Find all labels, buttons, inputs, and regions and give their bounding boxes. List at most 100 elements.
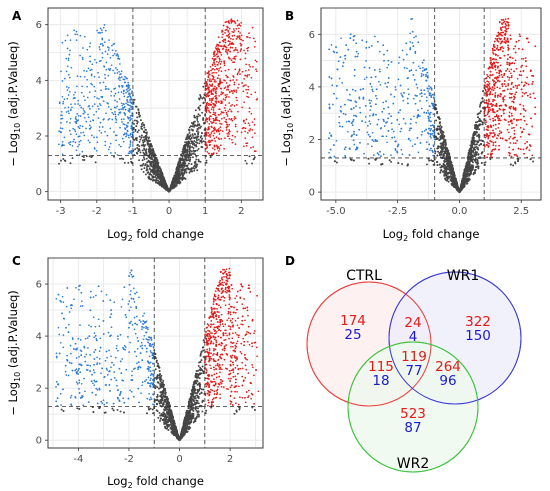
- data-point: [66, 34, 69, 37]
- data-point: [508, 137, 511, 140]
- data-point: [200, 141, 203, 144]
- data-point: [113, 131, 115, 133]
- data-point: [224, 41, 227, 44]
- data-point: [231, 30, 234, 33]
- data-point: [122, 140, 125, 143]
- data-point: [225, 129, 228, 131]
- data-point: [125, 88, 128, 91]
- data-point: [66, 89, 69, 91]
- data-point: [185, 151, 188, 154]
- data-point: [108, 47, 110, 49]
- data-point: [215, 45, 218, 47]
- data-point: [91, 134, 93, 137]
- data-point: [382, 153, 385, 156]
- data-point: [215, 122, 217, 125]
- data-point: [109, 152, 112, 154]
- data-point: [206, 72, 209, 74]
- data-point: [508, 146, 511, 149]
- data-point: [185, 144, 187, 147]
- data-point: [233, 116, 236, 118]
- data-point: [139, 138, 142, 141]
- data-point: [254, 59, 257, 62]
- data-point: [143, 167, 146, 170]
- data-point: [370, 145, 373, 148]
- data-point: [139, 119, 142, 122]
- data-point: [60, 159, 62, 162]
- data-point: [207, 107, 209, 109]
- data-point: [195, 130, 198, 133]
- data-point: [86, 78, 89, 81]
- data-point: [500, 70, 502, 73]
- data-point: [142, 170, 145, 173]
- data-point: [83, 69, 85, 72]
- data-point: [99, 121, 102, 124]
- data-point: [227, 89, 230, 91]
- data-point: [121, 104, 124, 107]
- data-point: [213, 128, 216, 131]
- data-point: [183, 169, 186, 172]
- data-point: [188, 126, 191, 129]
- data-point: [525, 82, 528, 85]
- data-point: [409, 127, 411, 130]
- data-point: [225, 74, 227, 77]
- data-point: [434, 103, 437, 106]
- data-point: [212, 53, 215, 55]
- data-point: [221, 39, 224, 42]
- x-tick-label: 2: [238, 206, 244, 217]
- data-point: [69, 109, 72, 111]
- data-point: [128, 146, 131, 149]
- data-point: [95, 149, 98, 152]
- data-point: [207, 75, 210, 77]
- data-point: [363, 152, 365, 155]
- data-point: [492, 89, 495, 92]
- data-point: [330, 44, 333, 46]
- data-point: [191, 133, 194, 136]
- data-point: [229, 57, 231, 60]
- data-point: [115, 121, 117, 124]
- data-point: [197, 147, 200, 150]
- data-point: [251, 129, 254, 131]
- data-point: [220, 87, 223, 90]
- data-point: [114, 113, 117, 116]
- data-point: [368, 162, 371, 165]
- data-point: [531, 74, 533, 77]
- data-point: [353, 114, 355, 117]
- data-point: [89, 69, 92, 72]
- data-point: [377, 118, 380, 121]
- data-point: [223, 117, 226, 119]
- data-point: [220, 54, 223, 56]
- data-point: [216, 63, 219, 66]
- data-point: [192, 152, 195, 155]
- data-point: [123, 161, 126, 164]
- data-point: [188, 150, 191, 153]
- data-point: [156, 159, 159, 162]
- data-point: [511, 127, 513, 129]
- data-point: [208, 70, 210, 72]
- data-point: [332, 103, 334, 106]
- data-point: [211, 139, 214, 142]
- data-point: [140, 136, 143, 139]
- data-point: [232, 57, 235, 60]
- data-point: [83, 95, 85, 98]
- data-point: [118, 70, 120, 73]
- data-point: [492, 124, 495, 127]
- data-point: [87, 139, 90, 142]
- data-point: [139, 151, 142, 154]
- data-point: [207, 132, 210, 134]
- data-point: [119, 111, 122, 114]
- data-point: [104, 130, 106, 133]
- data-point: [79, 34, 82, 37]
- data-point: [80, 131, 82, 134]
- data-point: [223, 147, 226, 150]
- data-point: [63, 159, 66, 162]
- data-point: [207, 76, 210, 79]
- data-point: [235, 89, 238, 92]
- data-point: [184, 141, 187, 144]
- data-point: [447, 180, 450, 183]
- data-point: [102, 81, 105, 84]
- data-point: [95, 110, 98, 113]
- data-point: [341, 82, 344, 84]
- data-point: [122, 158, 125, 161]
- data-point: [58, 130, 61, 132]
- data-point: [163, 184, 166, 187]
